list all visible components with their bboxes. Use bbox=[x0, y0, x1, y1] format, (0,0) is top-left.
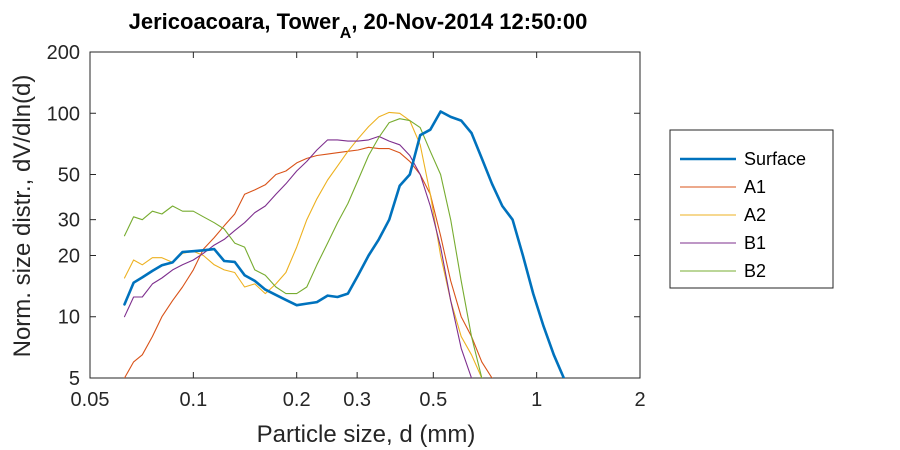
plot-area: 0.05 0.1 0.2 0.3 0.5 1 2 5 10 20 30 50 100 200 bbox=[47, 42, 646, 411]
x-tick-label: 0.2 bbox=[283, 389, 311, 411]
x-tick-label: 0.3 bbox=[343, 389, 371, 411]
x-axis-label: Particle size, d (mm) bbox=[257, 421, 476, 448]
chart-title-subscript: A bbox=[340, 25, 352, 42]
x-tick-label: 2 bbox=[634, 389, 645, 411]
x-tick-label: 0.05 bbox=[71, 389, 110, 411]
y-tick-label: 5 bbox=[69, 368, 80, 390]
series-lines bbox=[123, 110, 566, 378]
legend-label-surface: Surface bbox=[744, 149, 806, 169]
y-tick-label: 50 bbox=[58, 165, 80, 187]
series-line-a1 bbox=[123, 146, 493, 378]
series-line-a2 bbox=[123, 111, 483, 378]
y-tick-label: 30 bbox=[58, 210, 80, 232]
axes-box bbox=[89, 51, 641, 379]
x-tick-label: 0.1 bbox=[179, 389, 207, 411]
x-tick-label: 1 bbox=[531, 389, 542, 411]
series-line-b2 bbox=[123, 118, 483, 378]
legend-label-b1: B1 bbox=[744, 233, 766, 253]
chart-title: Jericoacoara, TowerA, 20-Nov-2014 12:50:… bbox=[129, 9, 588, 42]
legend-label-b2: B2 bbox=[744, 261, 766, 281]
y-tick-label: 10 bbox=[58, 307, 80, 329]
y-axis-label: Norm. size distr., dV/dln(d) bbox=[9, 75, 36, 358]
x-tick-label: 0.5 bbox=[419, 389, 447, 411]
y-tick-label: 20 bbox=[58, 245, 80, 267]
series-line-surface bbox=[123, 110, 566, 378]
legend-label-a2: A2 bbox=[744, 205, 766, 225]
legend-label-a1: A1 bbox=[744, 177, 766, 197]
y-tick-label: 200 bbox=[47, 42, 80, 64]
y-tick-label: 100 bbox=[47, 103, 80, 125]
legend: Surface A1 A2 B1 B2 bbox=[669, 129, 834, 289]
legend-box bbox=[669, 129, 834, 289]
